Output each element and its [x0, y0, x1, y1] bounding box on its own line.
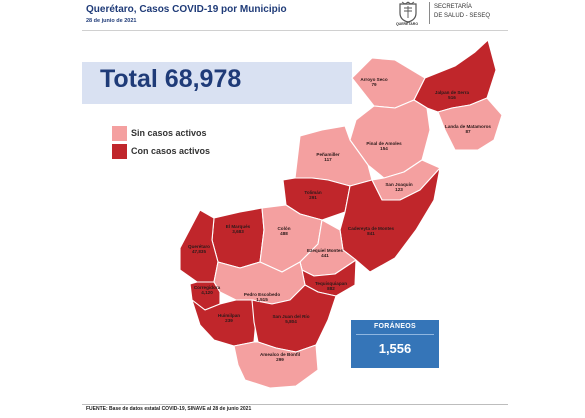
municipality-cases: 3,683	[232, 229, 244, 235]
state-crest-icon	[399, 1, 417, 23]
municipality-cases: 488	[280, 231, 288, 237]
source-footer: FUENTE: Base de datos estatal COVID-19, …	[86, 406, 252, 412]
municipality-label-el-marques: El Marqués 3,683	[214, 224, 262, 235]
municipality-cases: 841	[367, 231, 375, 237]
municipality-name: Colón	[277, 226, 291, 231]
municipality-label-colon: Colón 488	[260, 226, 308, 237]
municipality-name: Corregidora	[193, 285, 221, 290]
total-banner	[82, 62, 352, 104]
foraneos-value: 1,556	[378, 341, 412, 356]
municipality-name: Peñamiller	[316, 152, 340, 157]
municipality-name: El Marqués	[225, 224, 251, 229]
municipality-label-queretaro: Querétaro 47,835	[175, 244, 223, 255]
municipality-cases: 291	[309, 195, 317, 201]
region-amealco-de-bonfil	[233, 341, 319, 389]
municipality-cases: 299	[276, 357, 284, 363]
municipality-name: Pinal de Amoles	[366, 141, 402, 146]
municipality-name: Huimilpan	[217, 313, 241, 318]
region-pinal-de-amoles	[349, 99, 431, 179]
municipality-label-amealco-de-bonfil: Amealco de Bonfil 299	[256, 352, 304, 363]
municipality-name: Querétaro	[188, 244, 210, 249]
municipality-cases: 882	[327, 286, 335, 292]
municipality-name: San Joaquín	[385, 182, 413, 187]
legend-swatch-active	[112, 144, 127, 159]
municipality-label-pinal-de-amoles: Pinal de Amoles 154	[360, 141, 408, 152]
region-el-marques	[211, 207, 265, 269]
foraneos-label: FORÁNEOS	[373, 323, 417, 330]
municipality-name: Tequisquiapan	[314, 281, 348, 286]
municipality-cases: 5,804	[285, 319, 297, 325]
municipality-name: Cadereyta de Montes	[347, 226, 395, 231]
footer-separator	[82, 404, 508, 405]
crest-label: QUERÉTARO	[395, 22, 419, 26]
municipality-name: Landa de Matamoros	[445, 124, 491, 129]
legend-label-active: Con casos activos	[131, 146, 211, 156]
municipality-cases: 516	[448, 95, 456, 101]
municipality-cases: 239	[225, 318, 233, 324]
municipality-cases: 47,835	[191, 249, 207, 255]
municipality-label-jalpan-de-serra: Jalpan de Serra 516	[428, 90, 476, 101]
page-title: Querétaro, Casos COVID-19 por Municipio	[86, 4, 287, 15]
municipality-label-cadereyta-de-montes: Cadereyta de Montes 841	[347, 226, 395, 237]
municipality-name: Arroyo Seco	[360, 77, 388, 82]
municipality-label-san-joaquin: San Joaquín 123	[375, 182, 423, 193]
municipality-cases: 123	[395, 187, 403, 193]
municipality-label-penamiller: Peñamiller 117	[304, 152, 352, 163]
municipality-label-corregidora: Corregidora 4,120	[183, 285, 231, 296]
municipality-cases: 441	[321, 253, 329, 259]
municipality-name: Pedro Escobedo	[243, 292, 281, 297]
municipality-cases: 154	[380, 146, 388, 152]
header-divider	[429, 2, 430, 24]
municipality-name: San Juan del Río	[272, 314, 310, 319]
municipality-label-landa-de-matamoros: Landa de Matamoros 87	[444, 124, 492, 135]
municipality-name: Amealco de Bonfil	[259, 352, 301, 357]
municipality-cases: 117	[324, 157, 332, 163]
org-name-line2: DE SALUD - SESEQ	[434, 13, 491, 19]
org-name-line1: SECRETARÍA	[434, 4, 472, 10]
municipality-name: Tolimán	[304, 190, 322, 195]
municipality-cases: 87	[465, 129, 471, 135]
region-landa-de-matamoros	[437, 97, 503, 151]
municipality-label-ezequiel-montes: Ezequiel Montes 441	[301, 248, 349, 259]
municipality-name: Ezequiel Montes	[307, 248, 343, 253]
municipality-cases: 1,515	[256, 297, 268, 303]
municipality-label-arroyo-seco: Arroyo Seco 79	[350, 77, 398, 88]
municipality-label-huimilpan: Huimilpan 239	[205, 313, 253, 324]
report-date: 28 de junio de 2021	[86, 18, 137, 24]
municipality-cases: 79	[371, 82, 377, 88]
foraneos-divider	[356, 334, 434, 335]
municipality-name: Jalpan de Serra	[434, 90, 470, 95]
municipality-label-san-juan-del-rio: San Juan del Río 5,804	[267, 314, 315, 325]
legend-swatch-inactive	[112, 126, 127, 141]
header-separator	[82, 30, 508, 31]
municipality-label-toliman: Tolimán 291	[289, 190, 337, 201]
municipality-cases: 4,120	[201, 290, 213, 296]
legend-label-inactive: Sin casos activos	[131, 128, 207, 138]
total-cases: Total 68,978	[100, 65, 242, 93]
municipality-label-tequisquiapan: Tequisquiapan 882	[307, 281, 355, 292]
foraneos-box	[351, 320, 439, 368]
municipality-label-pedro-escobedo: Pedro Escobedo 1,515	[238, 292, 286, 303]
